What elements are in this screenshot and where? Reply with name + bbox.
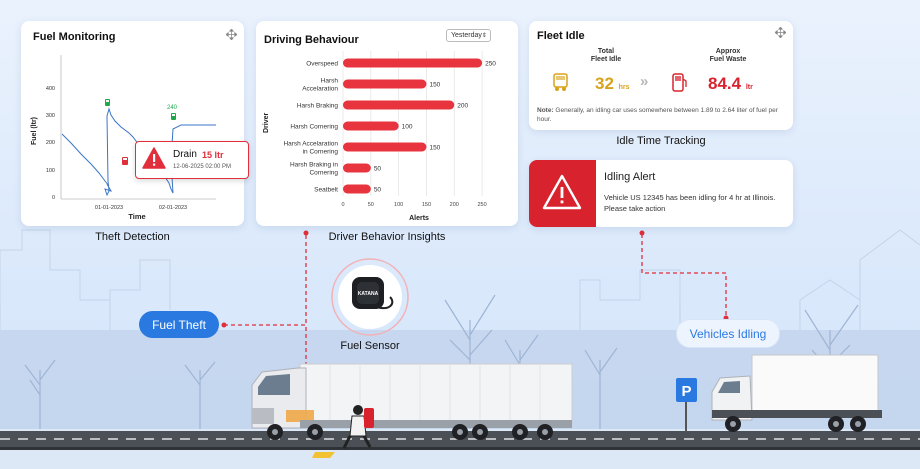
idling-alert-title: Idling Alert (604, 171, 656, 183)
bar[interactable] (343, 79, 427, 89)
warning-icon (142, 147, 166, 169)
waste-label-line: Approx (715, 48, 741, 55)
category-label: Harsh Braking (297, 103, 339, 110)
fuel-level-line (61, 107, 216, 197)
fleet-idle-note: Note: Generally, an idling car uses some… (537, 106, 787, 124)
category-label: Overspeed (306, 61, 338, 68)
fuel-truck (251, 363, 573, 440)
period-select[interactable]: Yesterday ⇕ (446, 29, 491, 42)
idle-truck (711, 354, 882, 432)
bar-value-label: 150 (429, 145, 440, 152)
y-axis-label: Driver (263, 112, 270, 133)
x-tick-label: 100 (394, 202, 403, 208)
y-tick: 400 (46, 86, 55, 92)
driving-behaviour-card: Driving Behaviour Yesterday ⇕ Driver Ale… (256, 21, 518, 226)
fuel-pump-icon (672, 73, 687, 92)
total-idle-value: 32 hrs (595, 74, 630, 94)
vehicles-idling-pill[interactable]: Vehicles Idling (676, 319, 780, 348)
x-tick-label: 50 (368, 202, 374, 208)
bar-value-label: 200 (457, 103, 468, 110)
move-icon[interactable] (775, 27, 786, 38)
note-text: Generally, an idling car uses somewhere … (537, 107, 778, 123)
category-label: Seatbelt (314, 187, 338, 194)
fuel-level-chart: 400 300 200 100 0 Fuel (ltr) 01-01-2023 … (31, 55, 216, 221)
idling-alert-message: Vehicle US 12345 has been idling for 4 h… (604, 193, 776, 213)
driving-behaviour-chart: Driver Alerts 0 50 100 150 200 250 250 Overspee… (263, 51, 496, 222)
fuel-sensor-caption: Fuel Sensor (340, 340, 400, 352)
select-arrows-icon: ⇕ (481, 33, 487, 39)
x-tick-label: 250 (477, 202, 486, 208)
double-chevron-icon: » (640, 73, 649, 90)
bar-value-label: 50 (374, 187, 382, 194)
bar[interactable] (343, 163, 371, 173)
category-label: Harsh Accelaration in Cornering (283, 141, 338, 156)
x-tick-label: 200 (450, 202, 459, 208)
waste-label-line: Fuel Waste (709, 56, 747, 63)
bar-value-label: 250 (485, 61, 496, 68)
y-axis-label: Fuel (ltr) (31, 117, 38, 145)
x-axis-label: Alerts (409, 215, 429, 222)
drain-amount: 15 ltr (202, 150, 224, 160)
fuel-thief-figure (342, 405, 374, 449)
fleet-idle-title: Fleet Idle (537, 30, 585, 42)
drain-label: Drain (173, 149, 197, 160)
x-tick-label: 150 (422, 202, 431, 208)
move-icon[interactable] (226, 29, 237, 40)
y-tick: 300 (46, 113, 55, 119)
x-tick: 01-01-2023 (95, 205, 123, 211)
x-axis-label: Time (128, 212, 145, 221)
drain-time: 12-06-2025 02:00 PM (173, 164, 232, 170)
fuel-theft-pill[interactable]: Fuel Theft (139, 311, 219, 338)
x-tick-label: 0 (341, 202, 344, 208)
fuel-monitoring-title: Fuel Monitoring (33, 31, 116, 43)
period-select-value: Yesterday (451, 32, 482, 39)
bar[interactable] (343, 142, 427, 152)
fuel-sensor-image: KATANA (331, 258, 409, 336)
category-label: Harsh Cornering (290, 124, 338, 131)
bar[interactable] (343, 58, 483, 68)
fuel-monitoring-card: Fuel Monitoring 400 300 200 100 0 Fuel (… (21, 21, 249, 226)
fuel-pump-icon (105, 99, 110, 106)
bar-value-label: 150 (429, 82, 440, 89)
fuel-waste-number: 84.4 (708, 74, 742, 93)
fuel-waste-unit: ltr (745, 84, 753, 91)
idle-time-caption: Idle Time Tracking (616, 135, 706, 147)
x-tick: 02-01-2023 (159, 205, 187, 211)
bar-value-label: 50 (374, 166, 382, 173)
driving-behaviour-title: Driving Behaviour (264, 34, 359, 46)
fuel-pump-red-icon (122, 157, 128, 165)
category-label: Harsh Accelaration (302, 78, 338, 93)
total-label-line: Fleet Idle (590, 56, 622, 63)
total-idle-number: 32 (595, 74, 614, 93)
parking-sign: P (676, 378, 697, 432)
alert-icon-panel (529, 160, 596, 227)
y-tick: 0 (52, 195, 55, 201)
parking-letter: P (681, 383, 691, 400)
refuel-value: 240 (167, 105, 178, 111)
y-tick: 100 (46, 168, 55, 174)
bar-value-label: 100 (402, 124, 413, 131)
fuel-waste-value: 84.4 ltr (708, 74, 753, 94)
idle-truck-icon (553, 73, 568, 91)
note-prefix: Note: (537, 107, 554, 114)
sensor-brand-text: KATANA (358, 291, 379, 297)
y-tick: 200 (46, 140, 55, 146)
total-label-line: Total (597, 48, 615, 55)
fuel-pump-icon (171, 113, 176, 120)
bar[interactable] (343, 184, 371, 194)
bar[interactable] (343, 121, 399, 131)
driver-behavior-caption: Driver Behavior Insights (328, 231, 446, 243)
total-fleet-idle-label: Total Fleet Idle (577, 48, 635, 64)
bar[interactable] (343, 100, 455, 110)
fleet-idle-card: Fleet Idle Total Fleet Idle 32 hrs » App… (529, 21, 793, 130)
drain-alert-tooltip[interactable]: Drain 15 ltr 12-06-2025 02:00 PM (135, 141, 249, 179)
idling-alert-card[interactable]: Idling Alert Vehicle US 12345 has been i… (529, 160, 793, 227)
category-label: Harsh Braking in Cornering (290, 162, 338, 177)
fuel-waste-label: Approx Fuel Waste (693, 48, 763, 64)
theft-detection-caption: Theft Detection (95, 231, 170, 243)
total-idle-unit: hrs (618, 84, 630, 91)
warning-icon (542, 174, 582, 210)
